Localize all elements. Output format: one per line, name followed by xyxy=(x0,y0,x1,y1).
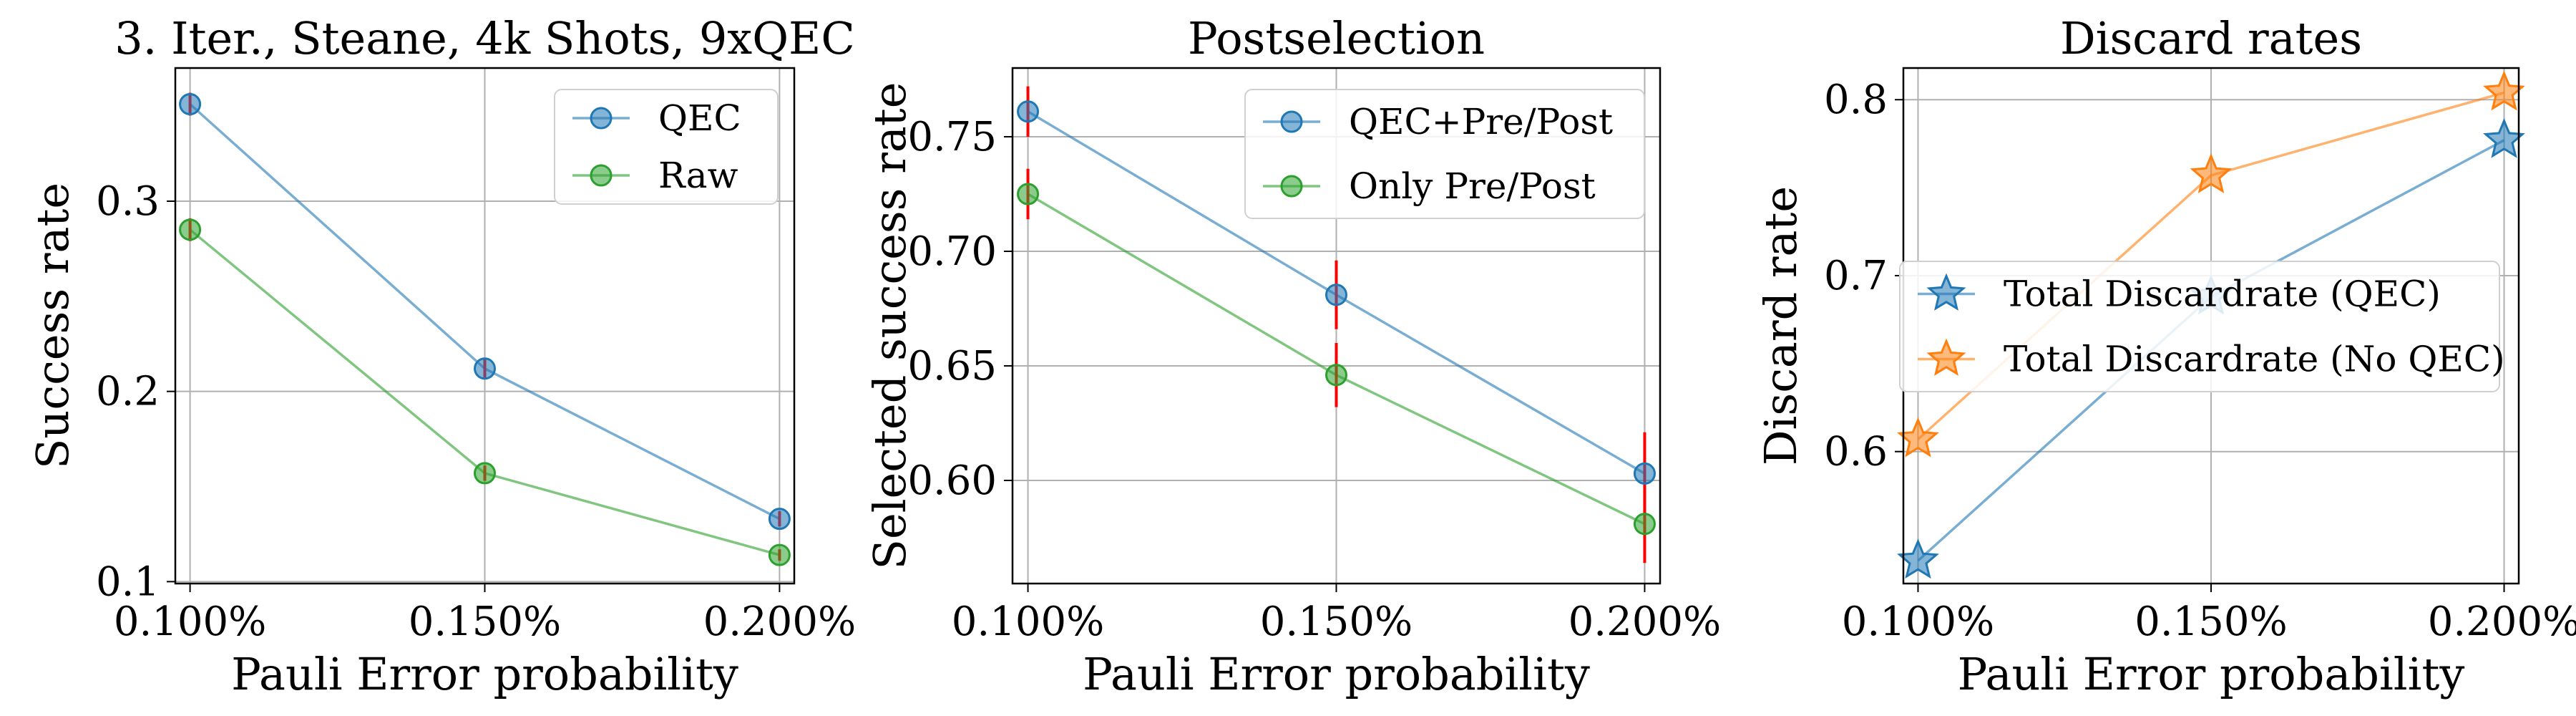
data-point xyxy=(768,543,791,566)
series-raw xyxy=(179,218,791,566)
x-tick-label: 0.100% xyxy=(114,599,267,645)
data-point xyxy=(179,92,202,115)
y-tick-label: 0.3 xyxy=(96,178,160,225)
legend-label: QEC xyxy=(658,97,741,139)
legend-label: Only Pre/Post xyxy=(1349,165,1596,207)
legend-item: Total Discardrate (No QEC) xyxy=(1918,339,2505,380)
x-tick-label: 0.200% xyxy=(703,599,857,645)
data-point xyxy=(474,357,496,380)
chart-panel-2: 0.100% 0.150% 0.200% 0.60 0.65 0.70 0.75 Postse… xyxy=(864,12,1721,700)
chart-title: 3. Iter., Steane, 4k Shots, 9xQEC xyxy=(114,12,855,64)
series-only-pre-post xyxy=(1017,168,1656,563)
legend-label: Total Discardrate (No QEC) xyxy=(2004,339,2505,380)
data-point xyxy=(179,218,202,241)
x-tick-label: 0.100% xyxy=(952,599,1105,645)
panels: 0.100% 0.150% 0.200% 0.1 0.2 0.3 3. Iter., Ste… xyxy=(26,12,2576,700)
legend: QEC+Pre/Post Only Pre/Post xyxy=(1244,89,1645,219)
data-point xyxy=(1633,513,1656,536)
y-axis-label: Selected success rate xyxy=(864,82,916,570)
legend-label: Total Discardrate (QEC) xyxy=(2004,274,2441,315)
y-tick-label: 0.8 xyxy=(1824,77,1888,123)
x-tick-label: 0.150% xyxy=(2135,599,2288,645)
legend-item: QEC xyxy=(572,97,741,139)
data-point xyxy=(768,508,791,531)
legend-label: Raw xyxy=(658,155,738,196)
plot-frame xyxy=(1011,67,1662,585)
legend-label: QEC+Pre/Post xyxy=(1349,101,1613,142)
data-point xyxy=(2190,153,2233,193)
y-tick-label: 0.2 xyxy=(96,369,160,415)
chart-title: Postselection xyxy=(1188,12,1485,64)
chart-title: Discard rates xyxy=(2060,12,2362,64)
data-point xyxy=(1325,284,1347,306)
x-axis-label: Pauli Error probability xyxy=(1958,648,2465,700)
y-axis-label: Discard rate xyxy=(1755,186,1807,465)
y-axis-label: Success rate xyxy=(26,183,79,469)
y-tick-label: 0.65 xyxy=(907,343,997,390)
y-tick-label: 0.7 xyxy=(1824,253,1888,299)
x-tick-label: 0.150% xyxy=(1260,599,1413,645)
series-qec xyxy=(179,92,791,531)
x-tick-label: 0.200% xyxy=(2428,599,2576,645)
legend-item: Only Pre/Post xyxy=(1263,165,1596,207)
y-tick-label: 0.75 xyxy=(907,114,997,160)
x-tick-label: 0.150% xyxy=(409,599,562,645)
legend-marker xyxy=(590,107,613,130)
legend-box xyxy=(1244,89,1645,219)
legend: Total Discardrate (QEC) Total Discardrate… xyxy=(1899,261,2505,392)
legend-marker xyxy=(1280,175,1303,198)
y-tick-label: 0.1 xyxy=(96,558,160,605)
data-point xyxy=(1325,364,1347,387)
data-point xyxy=(1633,462,1656,485)
plot-frame xyxy=(174,67,796,585)
chart-panel-1: 0.100% 0.150% 0.200% 0.1 0.2 0.3 3. Iter., Ste… xyxy=(26,12,856,700)
legend: QEC Raw xyxy=(554,89,779,205)
series-total-discardrate-no-qec- xyxy=(1897,70,2525,458)
x-axis-label: Pauli Error probability xyxy=(231,648,738,700)
series-qec-pre-post xyxy=(1017,86,1656,515)
x-tick-label: 0.200% xyxy=(1568,599,1722,645)
legend-box xyxy=(1899,261,2500,392)
legend-marker xyxy=(1280,110,1303,133)
y-tick-label: 0.60 xyxy=(907,458,997,504)
x-tick-label: 0.100% xyxy=(1842,599,1995,645)
legend-marker xyxy=(590,164,613,187)
y-tick-label: 0.70 xyxy=(907,228,997,275)
data-point xyxy=(1017,183,1040,205)
y-tick-label: 0.6 xyxy=(1824,429,1888,475)
legend-marker xyxy=(1926,273,1966,311)
legend-item: Raw xyxy=(572,155,738,196)
x-axis-label: Pauli Error probability xyxy=(1083,648,1590,700)
chart-panel-3: 0.100% 0.150% 0.200% 0.6 0.7 0.8 Discard rates… xyxy=(1755,12,2576,700)
data-point xyxy=(1017,100,1040,123)
legend-marker xyxy=(1926,338,1966,376)
legend-item: QEC+Pre/Post xyxy=(1263,101,1613,142)
legend-item: Total Discardrate (QEC) xyxy=(1918,274,2441,315)
data-point xyxy=(474,462,496,485)
